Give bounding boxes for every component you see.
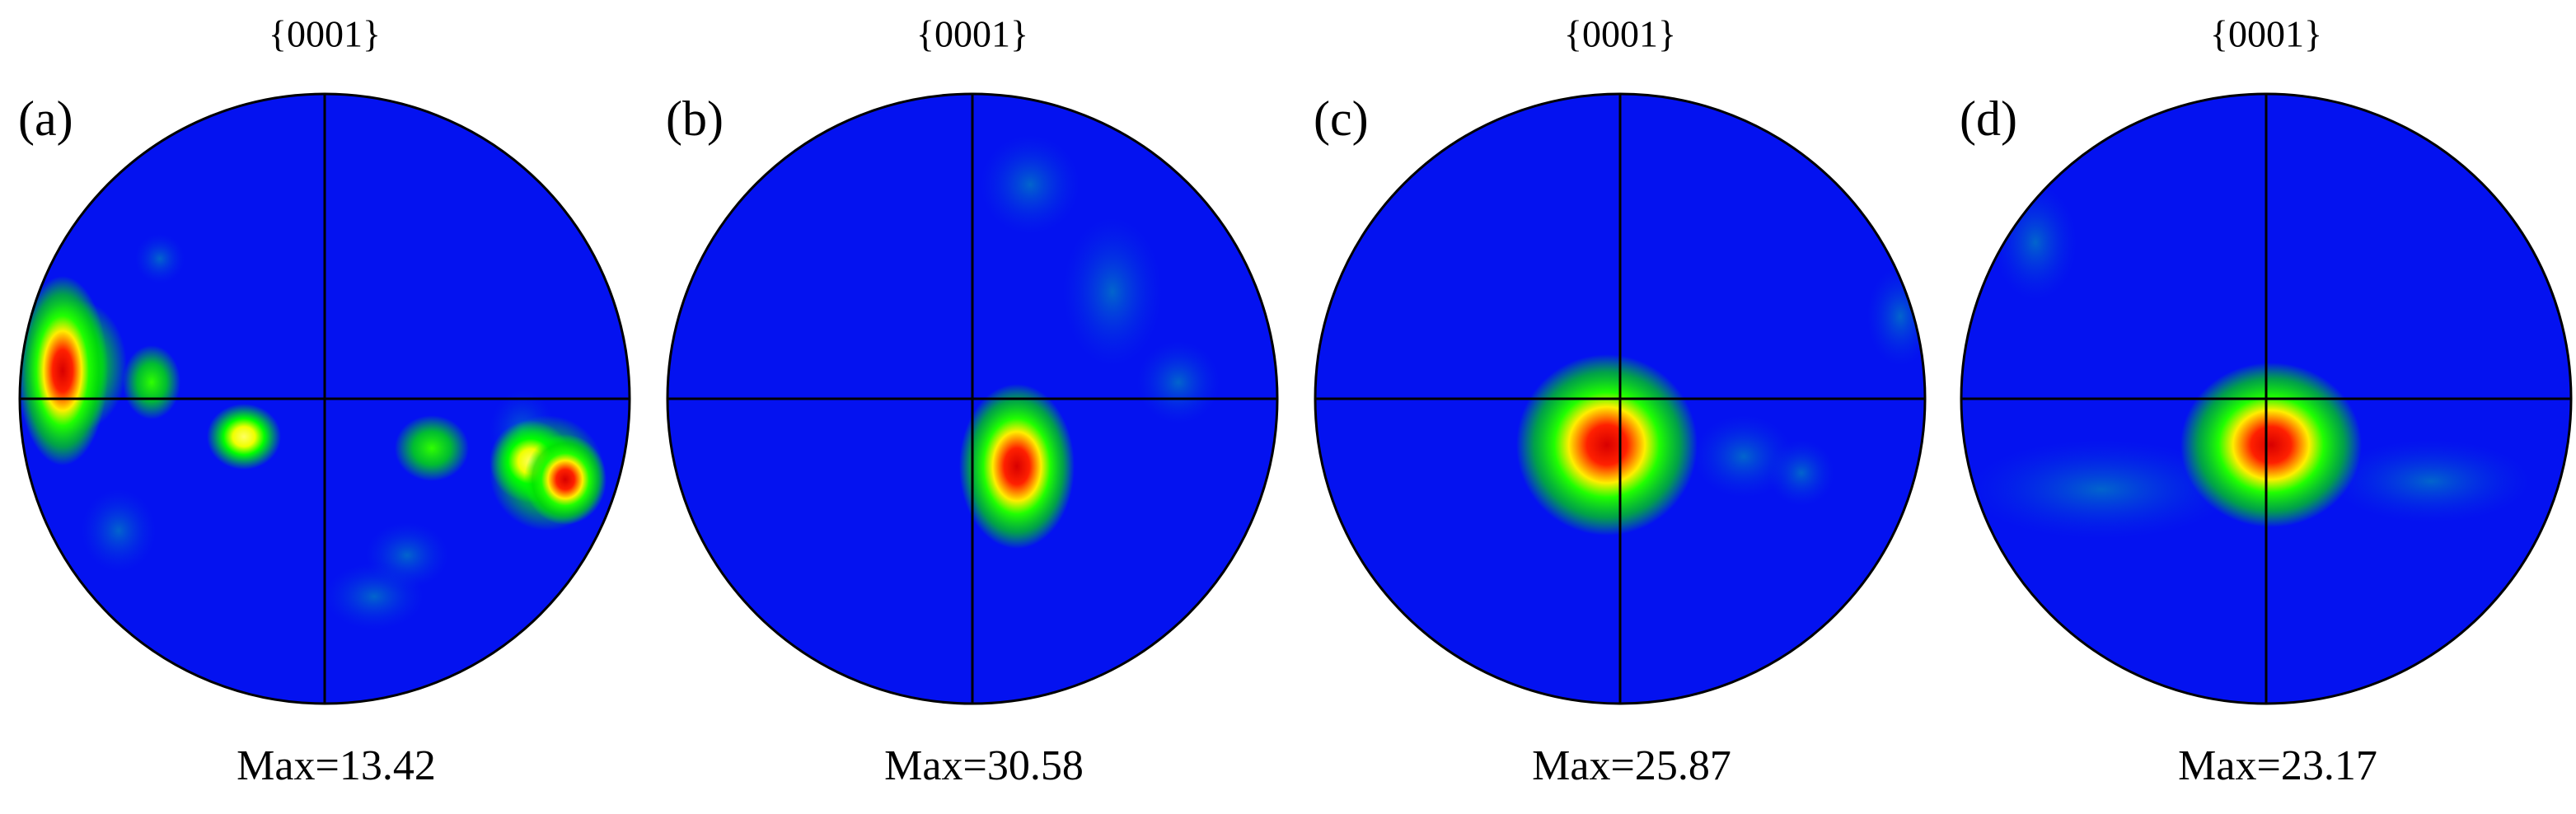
intensity-spot [981,135,1080,234]
panel-label: (b) [666,91,724,146]
pole-figure-outline [666,92,1279,705]
intensity-spot [207,404,281,470]
panel-label: (a) [18,91,73,146]
intensity-spot [1063,218,1162,366]
pole-figure: {0001} (d) Max=23.17 [1960,13,2573,789]
intensity-spot [20,276,108,465]
max-value: Max=30.58 [884,742,1084,789]
intensity-spot [1694,415,1793,498]
intensity-spot [1516,354,1698,536]
pole-figure-outline [1960,92,2573,705]
intensity-map [20,234,607,629]
pole-figure-outline [18,92,631,705]
max-value: Max=13.42 [237,742,436,789]
intensity-spot [82,489,156,572]
intensity-spot [1994,185,2077,300]
panel-label: (d) [1960,91,2017,146]
max-value: Max=23.17 [2178,742,2377,789]
intensity-spot [2332,440,2530,522]
intensity-spot [135,234,185,283]
intensity-spot [395,415,469,481]
pole-figure: {0001} (c) Max=25.87 [1314,13,1927,789]
intensity-spot [1969,440,2233,539]
intensity-spot [325,564,424,629]
intensity-spot [1867,267,1925,366]
panel-title: {0001} [2210,13,2322,55]
intensity-spot [1768,440,1834,506]
intensity-map [1969,185,2530,539]
intensity-spot [959,384,1075,549]
panel-label: (c) [1314,91,1369,146]
intensity-spot [2180,363,2362,527]
intensity-spot [1137,341,1220,423]
max-value: Max=25.87 [1532,742,1731,789]
pole-figure-outline [1314,92,1927,705]
panel-title: {0001} [269,13,381,55]
panel-title: {0001} [1564,13,1676,55]
intensity-spot [123,345,180,419]
pole-figure: {0001} (b) Max=30.58 [666,13,1279,789]
pole-figure: {0001} (a) Max=13.42 [18,13,631,789]
intensity-spot [524,434,607,525]
panel-title: {0001} [916,13,1028,55]
intensity-map [959,135,1220,549]
